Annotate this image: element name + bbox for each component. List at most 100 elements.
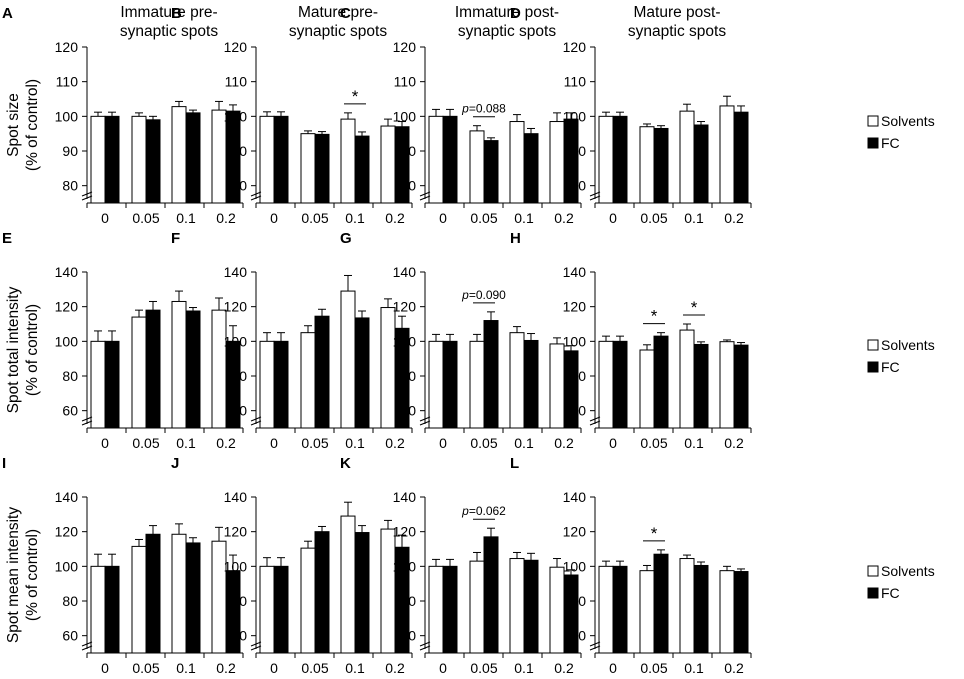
- y-tick-label-C-120: 120: [393, 39, 417, 55]
- bar-H-solvents-0.1: [679, 329, 695, 429]
- panel-letter-E: E: [2, 230, 12, 247]
- x-tick-label-F-0.1: 0.1: [345, 435, 365, 451]
- bar-J-fc-0.05: [314, 531, 330, 654]
- x-tick-label-A-0: 0: [101, 210, 109, 226]
- y-tick-label-I-60: 60: [62, 628, 78, 644]
- bar-G-solvents-0.1: [509, 332, 525, 429]
- axis-break-C-1: [419, 191, 431, 197]
- legend-swatch-fc-row-2: [867, 587, 879, 599]
- legend-swatch-solvents-row-2: [867, 565, 879, 577]
- row-1-ylabel-group: Spot total intensity (% of control): [5, 286, 41, 413]
- x-tick-label-H-0: 0: [609, 435, 617, 451]
- y-tick-label-E-140: 140: [55, 264, 79, 280]
- p-value-number-K: =0.062: [469, 504, 506, 518]
- bar-G-fc-0.1: [523, 339, 539, 429]
- bar-F-fc-0: [273, 340, 289, 429]
- y-tick-label-D-110: 110: [564, 74, 587, 90]
- x-tick-label-K-0: 0: [439, 660, 447, 676]
- y-tick-label-J-100: 100: [224, 558, 248, 574]
- column-title-3-line-0: Mature post-: [633, 4, 720, 21]
- legend-label-fc-row-0: FC: [881, 135, 900, 151]
- y-tick-label-E-80: 80: [62, 368, 78, 384]
- y-tick-label-C-110: 110: [394, 74, 417, 90]
- x-tick-label-C-0.2: 0.2: [554, 210, 574, 226]
- axis-break-C-2: [419, 195, 431, 201]
- bar-B-solvents-0.1: [340, 118, 356, 204]
- bar-K-fc-0.05: [483, 536, 499, 654]
- bar-K-solvents-0: [428, 565, 444, 654]
- y-tick-label-L-100: 100: [563, 558, 587, 574]
- bar-I-solvents-0.05: [131, 545, 147, 654]
- bar-C-solvents-0: [428, 115, 444, 204]
- x-tick-label-H-0.1: 0.1: [684, 435, 704, 451]
- panel-D: D 80 90 100 110 120 0 0.05 0.1 0.2: [510, 5, 752, 226]
- y-tick-label-B-100: 100: [224, 108, 248, 124]
- y-tick-label-D-90: 90: [570, 143, 586, 159]
- panel-B: B 80 90 100 110 120 0 0.05 0.1 0.2 *: [171, 5, 413, 226]
- axis-break-E-1: [81, 416, 93, 422]
- bar-E-solvents-0.1: [171, 300, 187, 429]
- bar-A-fc-0: [104, 115, 120, 204]
- y-tick-label-B-90: 90: [231, 143, 247, 159]
- x-tick-label-I-0.1: 0.1: [176, 660, 196, 676]
- bar-C-fc-0.1: [523, 133, 539, 204]
- x-tick-label-D-0.05: 0.05: [640, 210, 667, 226]
- bar-I-fc-0.1: [185, 542, 201, 654]
- row-0-ylabel-line-0: Spot size: [5, 93, 22, 157]
- x-tick-label-G-0.05: 0.05: [470, 435, 497, 451]
- y-tick-label-H-120: 120: [563, 299, 587, 315]
- axis-break-L-1: [589, 641, 601, 647]
- y-tick-label-F-60: 60: [231, 403, 247, 419]
- row-0-ylabel-group: Spot size (% of control): [5, 79, 41, 171]
- axis-break-E-2: [81, 420, 93, 426]
- bar-H-fc-0.05: [653, 335, 669, 429]
- legend-swatch-solvents-row-1: [867, 339, 879, 351]
- panel-letter-B: B: [171, 5, 182, 22]
- bar-E-fc-0.05: [145, 309, 161, 429]
- bar-I-fc-0: [104, 565, 120, 654]
- axis-break-B-1: [250, 191, 262, 197]
- bar-L-solvents-0.05: [639, 570, 655, 654]
- significance-star-L-0: *: [651, 524, 658, 543]
- bar-K-fc-0.1: [523, 559, 539, 654]
- bar-H-fc-0.2: [733, 344, 749, 429]
- bar-I-solvents-0.1: [171, 533, 187, 654]
- axis-break-F-2: [250, 420, 262, 426]
- y-tick-label-G-60: 60: [400, 403, 416, 419]
- panel-K: K 60 80 100 120 140 0 0.05 0.1 0.2 p=0.062: [340, 455, 582, 676]
- y-tick-label-A-100: 100: [55, 108, 79, 124]
- legend-label-solvents-row-2: Solvents: [881, 563, 935, 579]
- panel-letter-A: A: [2, 5, 13, 22]
- y-tick-label-D-120: 120: [563, 39, 587, 55]
- y-tick-label-D-100: 100: [563, 108, 587, 124]
- column-title-3-line-1: synaptic spots: [628, 23, 726, 40]
- bar-J-fc-0: [273, 565, 289, 654]
- y-tick-label-E-120: 120: [55, 299, 79, 315]
- bar-B-fc-0.05: [314, 133, 330, 204]
- panel-letter-K: K: [340, 455, 351, 472]
- bar-E-solvents-0: [90, 340, 106, 429]
- y-tick-label-H-60: 60: [570, 403, 586, 419]
- y-tick-label-B-120: 120: [224, 39, 248, 55]
- x-tick-label-J-0.05: 0.05: [301, 660, 328, 676]
- p-value-prefix-G: p: [461, 288, 469, 302]
- legend-label-solvents-row-0: Solvents: [881, 113, 935, 129]
- bar-A-fc-0.05: [145, 119, 161, 204]
- legend-row-0: Solvents FC: [867, 113, 935, 151]
- bar-G-solvents-0.05: [469, 340, 485, 429]
- panel-L: L 60 80 100 120 140 0 0.05 0.1 0.2 *: [510, 455, 752, 676]
- x-tick-label-E-0.05: 0.05: [132, 435, 159, 451]
- significance-star-B-0: *: [352, 87, 359, 106]
- x-tick-label-E-0.2: 0.2: [216, 435, 236, 451]
- bar-E-fc-0: [104, 340, 120, 429]
- x-tick-label-I-0.2: 0.2: [216, 660, 236, 676]
- column-title-1-line-0: Mature pre-: [298, 4, 378, 21]
- row-2-ylabel-group: Spot mean intensity (% of control): [5, 507, 41, 643]
- x-tick-label-A-0.05: 0.05: [132, 210, 159, 226]
- bar-C-solvents-0.1: [509, 121, 525, 204]
- axis-break-D-2: [589, 195, 601, 201]
- panel-F: F 60 80 100 120 140 0 0.05 0.1 0.2: [171, 230, 413, 451]
- bar-F-solvents-0: [259, 340, 275, 429]
- x-tick-label-H-0.05: 0.05: [640, 435, 667, 451]
- bar-L-solvents-0: [598, 565, 614, 654]
